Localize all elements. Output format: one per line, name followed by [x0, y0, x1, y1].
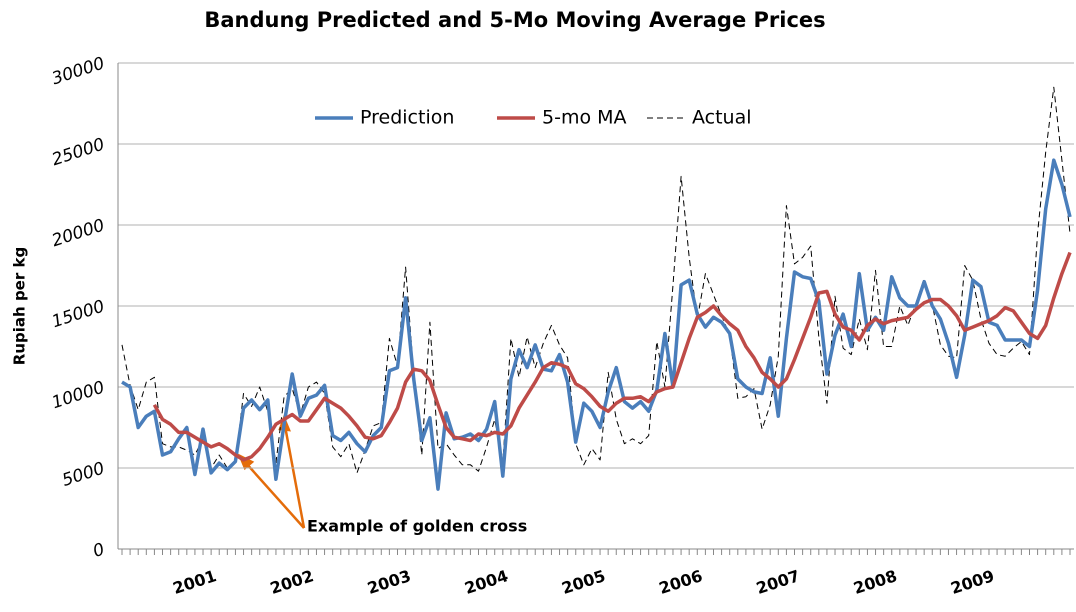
arrow [283, 425, 306, 529]
x-tick-label: 2001 [171, 566, 219, 598]
legend-item: 5-mo MA [497, 107, 627, 129]
series-line [121, 158, 1072, 491]
arrow [244, 461, 305, 529]
x-tick-label: 2007 [754, 566, 802, 598]
y-tick-label: 10000 [49, 377, 107, 413]
y-axis-label: Rupiah per kg [11, 247, 29, 365]
y-tick-label: 20000 [49, 215, 107, 251]
legend-item: Actual [647, 107, 752, 129]
x-tick-label: 2008 [851, 566, 899, 598]
y-tick-label: 5000 [60, 458, 107, 490]
chart-title: Bandung Predicted and 5-Mo Moving Averag… [204, 8, 825, 32]
legend-label: 5-mo MA [542, 107, 627, 129]
y-tick-label: 25000 [49, 134, 107, 170]
annotation: Example of golden cross [307, 517, 527, 536]
x-tick-label: 2009 [948, 566, 996, 598]
legend-item: Prediction [315, 107, 454, 129]
x-tick-label: 2005 [559, 566, 607, 598]
x-tick-label: 2004 [462, 566, 510, 598]
legend-label: Actual [692, 107, 752, 129]
x-tick-label: 2003 [365, 566, 413, 598]
series-line [152, 251, 1072, 462]
y-tick-label: 30000 [49, 53, 107, 89]
legend-label: Prediction [360, 107, 454, 129]
x-tick-label: 2002 [268, 566, 316, 598]
x-tick-label: 2006 [657, 566, 705, 598]
y-tick-label: 0 [91, 539, 107, 561]
series-line [121, 86, 1071, 474]
y-tick-label: 15000 [49, 296, 107, 332]
